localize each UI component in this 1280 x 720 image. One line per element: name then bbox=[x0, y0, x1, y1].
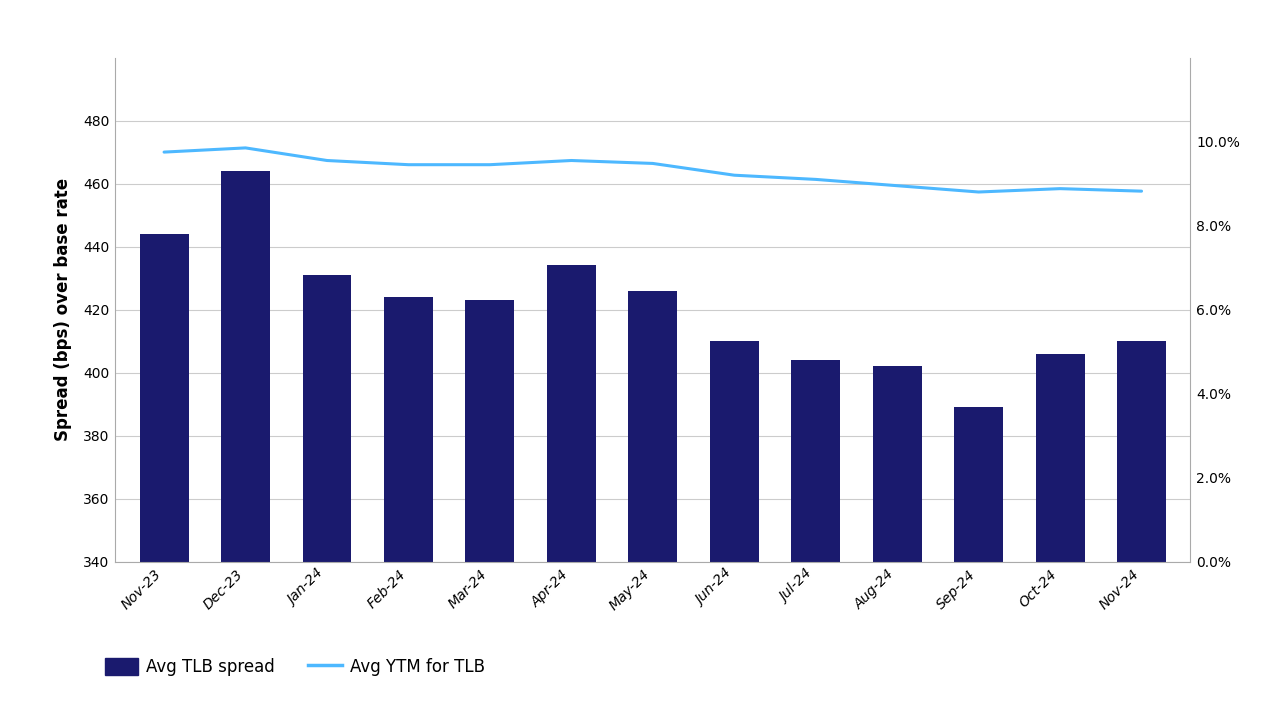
Bar bbox=[466, 300, 515, 720]
Avg YTM for TLB bbox=[808, 175, 823, 184]
Avg YTM for TLB bbox=[319, 156, 334, 165]
Line: Avg YTM for TLB: Avg YTM for TLB bbox=[164, 148, 1142, 192]
Avg YTM for TLB bbox=[1052, 184, 1068, 193]
Bar bbox=[710, 341, 759, 720]
Bar bbox=[140, 234, 188, 720]
Bar bbox=[302, 275, 352, 720]
Avg YTM for TLB bbox=[1134, 187, 1149, 196]
Bar bbox=[954, 408, 1004, 720]
Avg YTM for TLB bbox=[645, 159, 660, 168]
Legend: Avg TLB spread, Avg YTM for TLB: Avg TLB spread, Avg YTM for TLB bbox=[99, 652, 492, 683]
Avg YTM for TLB bbox=[727, 171, 742, 179]
Bar bbox=[791, 360, 840, 720]
Avg YTM for TLB bbox=[563, 156, 579, 165]
Bar bbox=[547, 266, 595, 720]
Bar bbox=[1117, 341, 1166, 720]
Avg YTM for TLB bbox=[401, 161, 416, 169]
Bar bbox=[384, 297, 433, 720]
Avg YTM for TLB bbox=[972, 188, 987, 197]
Avg YTM for TLB bbox=[483, 161, 498, 169]
Avg YTM for TLB bbox=[156, 148, 172, 156]
Bar bbox=[1036, 354, 1084, 720]
Avg YTM for TLB bbox=[890, 181, 905, 190]
Bar bbox=[221, 171, 270, 720]
Bar bbox=[628, 291, 677, 720]
Bar bbox=[873, 366, 922, 720]
Y-axis label: Spread (bps) over base rate: Spread (bps) over base rate bbox=[54, 178, 72, 441]
Avg YTM for TLB bbox=[238, 143, 253, 152]
